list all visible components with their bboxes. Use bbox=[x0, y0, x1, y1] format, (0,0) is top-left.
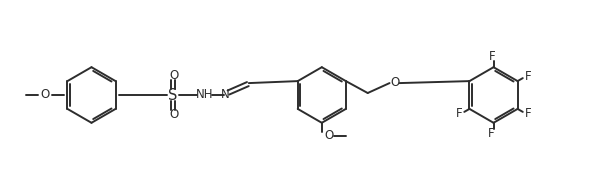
Text: O: O bbox=[169, 69, 178, 82]
Text: NH: NH bbox=[196, 88, 213, 101]
Text: F: F bbox=[488, 127, 495, 140]
Text: F: F bbox=[525, 70, 531, 83]
Text: F: F bbox=[525, 107, 531, 120]
Text: F: F bbox=[455, 107, 462, 120]
Text: O: O bbox=[391, 76, 399, 89]
Text: O: O bbox=[169, 108, 178, 121]
Text: O: O bbox=[40, 88, 49, 101]
Text: O: O bbox=[324, 129, 333, 142]
Text: F: F bbox=[489, 50, 496, 63]
Text: N: N bbox=[221, 88, 229, 101]
Text: S: S bbox=[168, 88, 177, 102]
